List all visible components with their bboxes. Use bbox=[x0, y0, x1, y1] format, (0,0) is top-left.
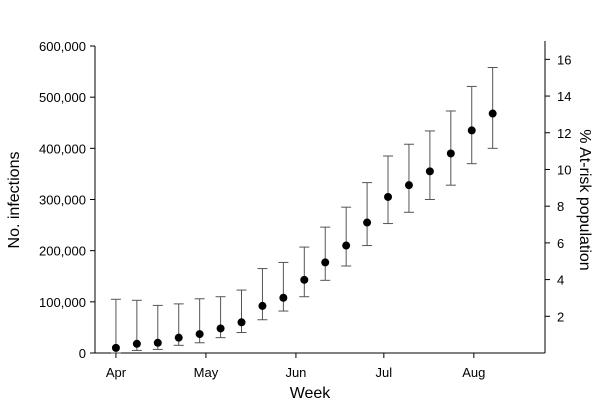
y2-tick-label: 14 bbox=[557, 89, 571, 104]
data-point bbox=[384, 192, 393, 201]
data-point bbox=[153, 338, 162, 347]
y-tick-label: 300,000 bbox=[39, 193, 86, 208]
data-point bbox=[404, 181, 413, 190]
data-point bbox=[425, 167, 434, 176]
y-axis-ticks: 0 100,000 200,000 300,000 400,000 500,000 600,… bbox=[39, 39, 95, 361]
x-tick-label: Aug bbox=[462, 365, 485, 380]
y2-tick-label: 2 bbox=[557, 309, 564, 324]
y2-tick-label: 4 bbox=[557, 273, 564, 288]
data-point bbox=[446, 149, 455, 158]
data-point bbox=[132, 339, 141, 348]
y-tick-label: 400,000 bbox=[39, 141, 86, 156]
data-point bbox=[342, 241, 351, 250]
x-tick-label: May bbox=[194, 365, 219, 380]
y-tick-label: 200,000 bbox=[39, 244, 86, 259]
data-point bbox=[488, 109, 497, 118]
plot-area bbox=[94, 41, 546, 354]
data-point bbox=[363, 218, 372, 227]
data-points bbox=[111, 109, 497, 352]
y2-tick-label: 6 bbox=[557, 236, 564, 251]
y2-tick-label: 12 bbox=[557, 126, 571, 141]
x-axis-title: Week bbox=[290, 385, 332, 402]
x-tick-label: Jun bbox=[285, 365, 306, 380]
y2-tick-label: 8 bbox=[557, 199, 564, 214]
data-point bbox=[216, 324, 225, 333]
error-bars bbox=[110, 66, 498, 354]
y2-axis-title: % At-risk population bbox=[576, 129, 593, 270]
x-tick-label: Jul bbox=[376, 365, 393, 380]
data-point bbox=[237, 318, 246, 327]
y2-tick-label: 10 bbox=[557, 162, 571, 177]
x-axis-ticks: Apr May Jun Jul Aug bbox=[106, 353, 485, 380]
x-tick-label: Apr bbox=[106, 365, 127, 380]
y2-tick-label: 16 bbox=[557, 52, 571, 67]
y2-axis-ticks: 2 4 6 8 10 12 14 16 bbox=[545, 52, 571, 324]
data-point bbox=[279, 293, 288, 302]
data-point bbox=[321, 258, 330, 267]
y-axis-title: No. infections bbox=[6, 152, 23, 249]
y-tick-label: 500,000 bbox=[39, 90, 86, 105]
data-point bbox=[195, 330, 204, 339]
data-point bbox=[300, 275, 309, 284]
y-tick-label: 600,000 bbox=[39, 39, 86, 54]
data-point bbox=[467, 126, 476, 135]
data-point bbox=[258, 301, 267, 310]
y-tick-label: 0 bbox=[79, 346, 86, 361]
data-point bbox=[174, 333, 183, 342]
y-tick-label: 100,000 bbox=[39, 295, 86, 310]
data-point bbox=[111, 343, 120, 352]
